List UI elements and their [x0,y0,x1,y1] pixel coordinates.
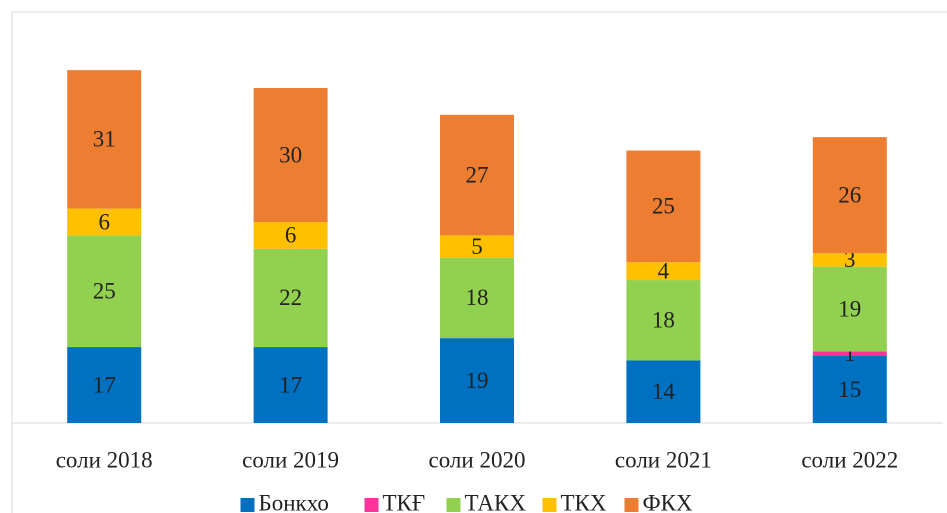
data-label: 4 [658,258,670,283]
bar-segment [253,248,328,348]
bar-segment [440,338,514,423]
legend-swatch [446,498,461,512]
data-label: 22 [279,285,302,310]
data-label: 5 [471,234,483,259]
bar-segment [253,88,328,222]
data-label: 27 [466,162,489,187]
bar-segment [626,262,701,281]
legend-label: ТКҒ [383,490,426,513]
bar-segment [67,70,142,209]
x-tick-label: соли 2019 [242,447,339,472]
bar-segment [626,150,701,263]
data-label: 31 [93,127,116,152]
bar-segment [67,208,142,236]
x-tick-label: соли 2020 [429,447,526,472]
legend-label: ТКХ [561,490,607,513]
legend-swatch [624,498,639,512]
data-label: 25 [93,279,116,304]
bar-segment [440,114,514,236]
x-tick-label: соли 2021 [615,447,712,472]
bar-segment [67,235,142,348]
bar-segment [812,356,887,423]
data-label: 3 [844,247,856,272]
legend-swatch [240,498,255,512]
bar-segment [626,360,701,423]
legend-label: Бонкхо [259,490,329,513]
x-tick-label: соли 2022 [801,447,898,472]
bar-segment [253,222,328,249]
data-label: 1 [844,341,856,366]
data-label: 19 [466,368,489,393]
data-label: 15 [838,377,861,402]
legend-label: ФКХ [643,490,694,513]
bar-segment [812,266,887,352]
data-label: 18 [466,285,489,310]
x-tick-label: соли 2018 [56,447,153,472]
data-label: 25 [652,194,675,219]
data-label: 26 [838,182,861,207]
legend-label: ТАКХ [465,490,527,513]
bar-segment [440,235,514,258]
data-label: 14 [652,379,676,404]
bar-segment [812,253,887,267]
legend-swatch [542,498,557,512]
data-label: 30 [279,142,302,167]
chart-frame [11,11,947,513]
bar-segment [812,137,887,254]
legend-swatch [364,498,379,512]
data-label: 6 [285,223,297,248]
bar-segment [440,257,514,339]
bar-segment [67,347,142,423]
data-label: 6 [98,209,110,234]
data-label: 17 [279,372,302,397]
bar-segment [253,347,328,423]
data-label: 19 [838,296,861,321]
bar-segment [812,351,887,356]
data-label: 17 [93,372,116,397]
bar-segment [626,280,701,361]
data-label: 18 [652,308,675,333]
